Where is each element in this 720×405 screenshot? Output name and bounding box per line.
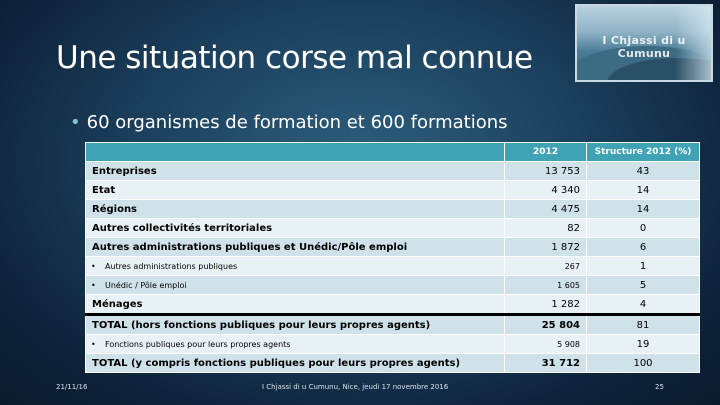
row-label: Autres administrations publiques et Unéd… — [85, 237, 505, 257]
sub-row-label: Autres administrations publiques — [105, 261, 238, 271]
row-value: 267 — [504, 256, 587, 276]
row-value: 31 712 — [504, 353, 587, 373]
row-label: • Unédic / Pôle emploi — [85, 275, 505, 295]
slide-title: Une situation corse mal connue — [56, 40, 533, 76]
header-blank — [85, 142, 505, 162]
row-value: 1 605 — [504, 275, 587, 295]
footer-date: 21/11/16 — [56, 383, 88, 391]
row-pct: 14 — [586, 199, 700, 219]
row-label: Régions — [85, 199, 505, 219]
row-pct: 43 — [586, 161, 700, 181]
row-label: Autres collectivités territoriales — [85, 218, 505, 238]
row-value: 25 804 — [504, 313, 587, 335]
table-row: Etat 4 340 14 — [85, 180, 700, 200]
row-pct: 100 — [586, 353, 700, 373]
table-row-sub: • Unédic / Pôle emploi 1 605 5 — [85, 275, 700, 295]
row-label: TOTAL (hors fonctions publiques pour leu… — [85, 313, 505, 335]
row-pct: 1 — [586, 256, 700, 276]
row-label: Etat — [85, 180, 505, 200]
row-label: Ménages — [85, 294, 505, 315]
row-pct: 14 — [586, 180, 700, 200]
row-value: 1 282 — [504, 294, 587, 315]
table-row: Ménages 1 282 4 — [85, 294, 700, 315]
row-value: 5 908 — [504, 334, 587, 354]
row-pct: 4 — [586, 294, 700, 315]
footer-page-number: 25 — [655, 383, 664, 391]
sub-row-label: Fonctions publiques pour leurs propres a… — [105, 339, 291, 349]
sub-row-label: Unédic / Pôle emploi — [105, 280, 187, 290]
row-pct: 5 — [586, 275, 700, 295]
table-row-sub: • Fonctions publiques pour leurs propres … — [85, 334, 700, 354]
table-row-total: TOTAL (y compris fonctions publiques pou… — [85, 353, 700, 373]
row-label: Entreprises — [85, 161, 505, 181]
header-year: 2012 — [504, 142, 587, 162]
table-row-sub: • Autres administrations publiques 267 1 — [85, 256, 700, 276]
sub-bullet-icon: • — [91, 339, 96, 349]
table-row-total: TOTAL (hors fonctions publiques pour leu… — [85, 313, 700, 335]
logo-fade — [675, 6, 711, 80]
row-label: • Autres administrations publiques — [85, 256, 505, 276]
row-value: 4 475 — [504, 199, 587, 219]
row-value: 13 753 — [504, 161, 587, 181]
table-row: Régions 4 475 14 — [85, 199, 700, 219]
bullet-text: 60 organismes de formation et 600 format… — [86, 112, 508, 133]
bullet-icon: • — [70, 112, 81, 133]
logo-text: I Chjassi di u Cumunu — [602, 34, 686, 60]
sub-bullet-icon: • — [91, 261, 96, 271]
logo-image: I Chjassi di u Cumunu — [575, 4, 713, 82]
table-row: Autres collectivités territoriales 82 0 — [85, 218, 700, 238]
row-label: • Fonctions publiques pour leurs propres … — [85, 334, 505, 354]
row-pct: 81 — [586, 313, 700, 335]
bullet-point: • 60 organismes de formation et 600 forma… — [70, 112, 508, 133]
sub-bullet-icon: • — [91, 280, 96, 290]
header-structure: Structure 2012 (%) — [586, 142, 700, 162]
row-value: 82 — [504, 218, 587, 238]
footer-event: I Chjassi di u Cumunu, Nice, jeudi 17 no… — [262, 383, 449, 391]
row-pct: 6 — [586, 237, 700, 257]
table-header-row: 2012 Structure 2012 (%) — [85, 142, 700, 162]
row-value: 1 872 — [504, 237, 587, 257]
row-label: TOTAL (y compris fonctions publiques pou… — [85, 353, 505, 373]
row-pct: 19 — [586, 334, 700, 354]
funding-table: 2012 Structure 2012 (%) Entreprises 13 7… — [85, 142, 700, 373]
row-pct: 0 — [586, 218, 700, 238]
table-row: Entreprises 13 753 43 — [85, 161, 700, 181]
row-value: 4 340 — [504, 180, 587, 200]
table-row: Autres administrations publiques et Unéd… — [85, 237, 700, 257]
